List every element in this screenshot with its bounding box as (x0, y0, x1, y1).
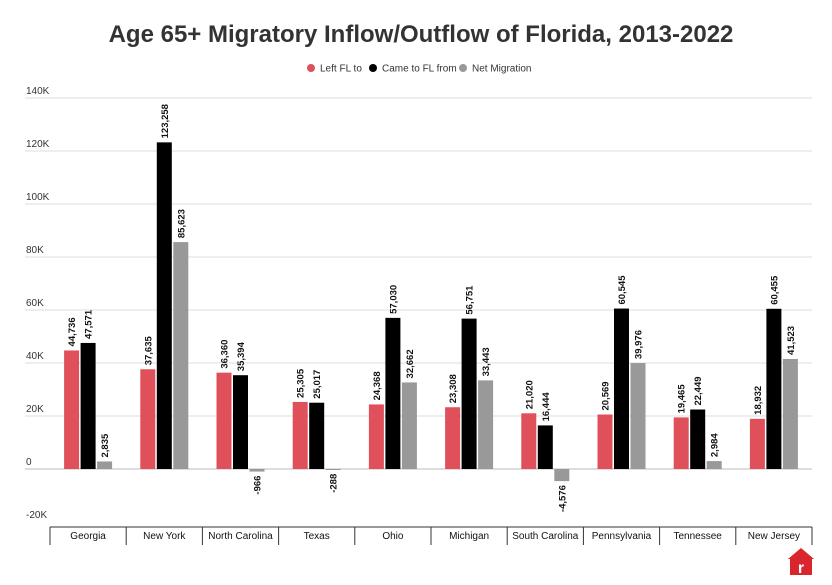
value-label: 47,571 (84, 309, 95, 339)
chart-title: Age 65+ Migratory Inflow/Outflow of Flor… (109, 21, 734, 48)
bar (140, 369, 156, 469)
value-label: 19,465 (677, 384, 688, 414)
bar (673, 417, 689, 469)
value-label: 57,030 (388, 285, 399, 314)
bars (64, 142, 798, 482)
value-label: 56,751 (465, 285, 476, 315)
value-labels: 44,736 47,571 2,835 37,635 123,258 85,623 36,3… (67, 104, 797, 512)
y-tick-label: 40K (26, 351, 44, 362)
legend-marker (307, 64, 315, 72)
bar (706, 461, 722, 469)
bar (325, 469, 341, 470)
gridlines (25, 97, 812, 470)
x-tick-label: South Carolina (512, 531, 579, 542)
bar (445, 407, 461, 469)
value-label: 22,449 (693, 376, 704, 405)
y-tick-label: 20K (26, 404, 44, 415)
logo-letter: r (798, 560, 804, 577)
legend: Left FL to Came to FL from Net Migration (307, 64, 531, 75)
value-label: 21,020 (524, 380, 535, 409)
bar (461, 318, 477, 469)
value-label: 85,623 (176, 209, 187, 238)
value-label: 16,444 (541, 392, 552, 422)
value-label: -966 (253, 476, 264, 495)
x-axis: Georgia New York North Carolina Texas Ohio Mi… (49, 526, 813, 545)
value-label: 123,258 (160, 104, 171, 138)
value-label: 32,662 (405, 349, 416, 378)
y-axis: 140K 120K 100K 80K 60K 40K 20K 0 -20K (26, 86, 50, 521)
x-tick-label: Michigan (449, 531, 489, 542)
y-tick-label: 100K (26, 192, 50, 203)
value-label: 33,443 (481, 347, 492, 376)
bar (80, 342, 96, 469)
value-label: -4,576 (557, 485, 568, 512)
value-label: 25,017 (312, 370, 323, 399)
bar (249, 469, 265, 472)
value-label: 18,932 (753, 386, 764, 415)
bar (537, 425, 553, 469)
legend-label: Net Migration (472, 64, 531, 75)
y-tick-label: 0 (26, 457, 32, 468)
bar (782, 358, 798, 469)
value-label: 39,976 (634, 330, 645, 359)
bar (766, 308, 782, 469)
brand-logo: r (788, 548, 814, 577)
house-roof (788, 548, 814, 559)
bar (597, 414, 613, 469)
x-tick-label: New York (143, 531, 186, 542)
bar (614, 308, 629, 469)
value-label: 36,360 (220, 340, 231, 369)
value-label: 24,368 (372, 371, 383, 400)
bar (630, 363, 646, 469)
bar (690, 409, 706, 469)
house-icon (790, 557, 812, 575)
bar (216, 372, 232, 469)
bar (233, 375, 248, 469)
x-tick-label: New Jersey (748, 531, 800, 542)
bar (749, 418, 765, 469)
value-label: 37,635 (143, 335, 154, 365)
value-label: 60,455 (769, 275, 780, 305)
bar (309, 402, 325, 469)
value-label: 2,984 (710, 433, 721, 457)
y-tick-label: 120K (26, 139, 50, 150)
bar (401, 382, 417, 469)
x-tick-label: North Carolina (208, 531, 273, 542)
x-tick-label: Pennsylvania (592, 531, 652, 542)
x-tick-label: Tennessee (674, 531, 723, 542)
value-label: 41,523 (786, 326, 797, 355)
bar (478, 380, 494, 469)
value-label: -288 (329, 474, 340, 493)
legend-marker (369, 64, 377, 72)
legend-label: Came to FL from (382, 64, 457, 75)
value-label: 20,569 (601, 381, 612, 410)
x-tick-label: Ohio (382, 531, 404, 542)
value-label: 60,545 (617, 275, 628, 305)
y-tick-label: -20K (26, 510, 47, 521)
bar (64, 350, 80, 469)
value-label: 23,308 (448, 374, 459, 403)
bar (385, 317, 401, 469)
bar (368, 404, 384, 469)
bar (97, 461, 113, 469)
y-tick-label: 140K (26, 86, 50, 97)
x-tick-label: Texas (304, 531, 330, 542)
value-label: 44,736 (67, 317, 78, 346)
bar (554, 469, 570, 482)
bar (173, 242, 189, 469)
value-label: 35,394 (236, 341, 247, 371)
bar (292, 401, 308, 469)
value-label: 2,835 (100, 433, 111, 457)
bar (156, 142, 172, 469)
value-label: 25,305 (296, 368, 307, 398)
legend-label: Left FL to (320, 64, 362, 75)
x-tick-label: Georgia (70, 531, 106, 542)
y-tick-label: 80K (26, 245, 44, 256)
y-tick-label: 60K (26, 298, 44, 309)
legend-marker (459, 64, 467, 72)
bar (521, 413, 537, 469)
